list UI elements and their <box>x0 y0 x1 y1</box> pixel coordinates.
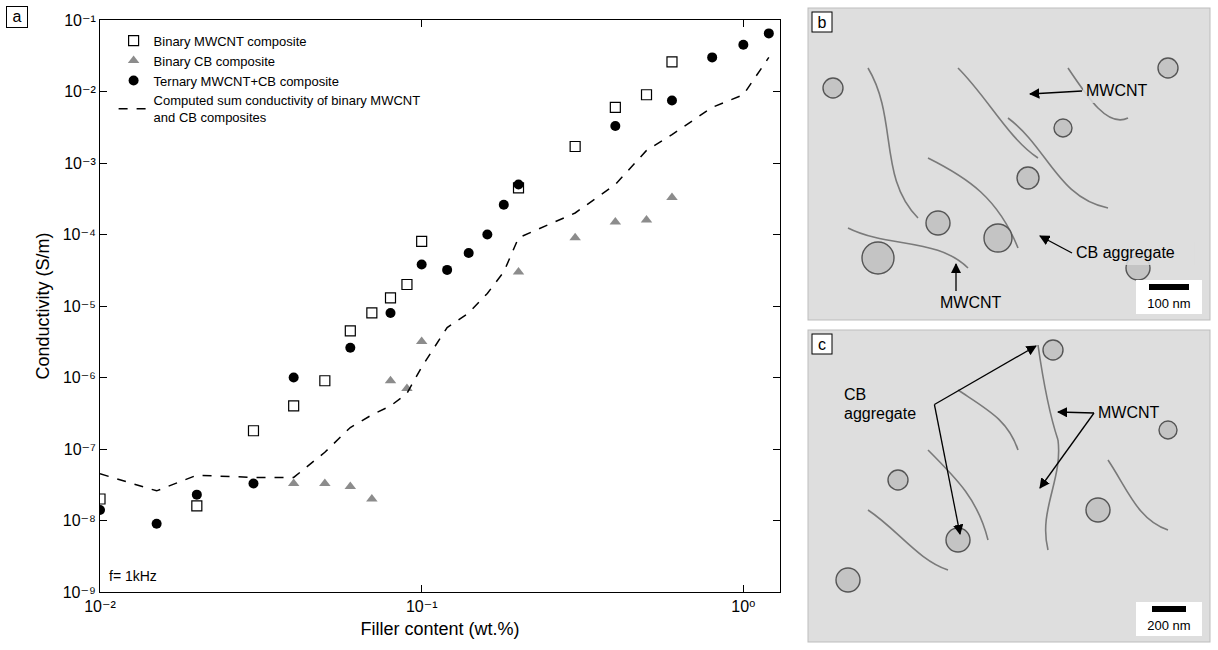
svg-text:10⁻⁸: 10⁻⁸ <box>63 512 96 529</box>
svg-text:Conductivity (S/m): Conductivity (S/m) <box>33 232 53 379</box>
svg-text:Binary CB composite: Binary CB composite <box>154 54 275 69</box>
svg-text:10⁻²: 10⁻² <box>84 598 116 615</box>
svg-text:10⁻⁶: 10⁻⁶ <box>63 369 96 386</box>
svg-text:10⁻⁵: 10⁻⁵ <box>63 298 96 315</box>
svg-text:f= 1kHz: f= 1kHz <box>109 568 157 584</box>
svg-text:10⁻⁷: 10⁻⁷ <box>64 441 96 458</box>
svg-text:100 nm: 100 nm <box>1147 296 1190 311</box>
svg-text:10⁰: 10⁰ <box>731 598 755 615</box>
svg-text:b: b <box>818 14 827 31</box>
svg-text:CB aggregate: CB aggregate <box>1076 244 1175 261</box>
svg-text:10⁻³: 10⁻³ <box>64 155 96 172</box>
svg-text:10⁻⁹: 10⁻⁹ <box>63 584 96 601</box>
svg-text:10⁻¹: 10⁻¹ <box>64 12 96 29</box>
svg-text:MWCNT: MWCNT <box>1086 82 1148 99</box>
svg-text:Computed sum conductivity of b: Computed sum conductivity of binary MWCN… <box>154 93 421 125</box>
svg-text:c: c <box>818 336 826 353</box>
svg-text:MWCNT: MWCNT <box>1098 404 1160 421</box>
svg-text:10⁻¹: 10⁻¹ <box>406 598 438 615</box>
html-text:a: a <box>12 8 22 25</box>
svg-text:200 nm: 200 nm <box>1147 618 1190 633</box>
svg-text:MWCNT: MWCNT <box>940 294 1002 311</box>
svg-text:Filler content (wt.%): Filler content (wt.%) <box>360 619 519 639</box>
svg-text:10⁻⁴: 10⁻⁴ <box>63 226 96 243</box>
svg-text:Ternary MWCNT+CB composite: Ternary MWCNT+CB composite <box>154 74 339 89</box>
svg-text:Binary MWCNT composite: Binary MWCNT composite <box>154 34 307 49</box>
svg-text:CBaggregate: CBaggregate <box>844 386 916 422</box>
svg-text:10⁻²: 10⁻² <box>64 83 96 100</box>
